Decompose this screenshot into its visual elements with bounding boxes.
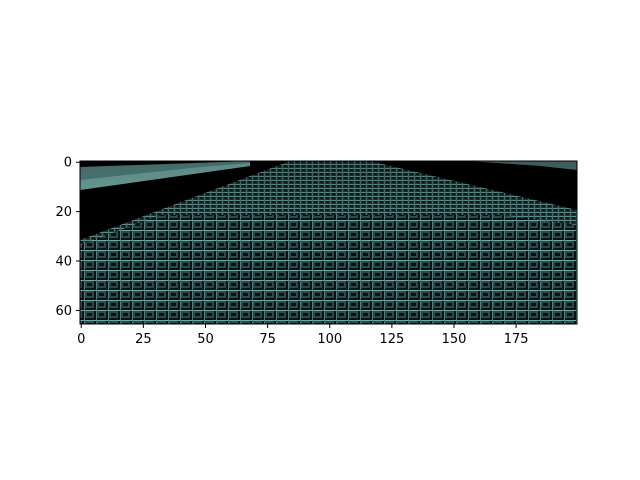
y-tick-label: 60 [55, 304, 72, 319]
y-tick-label: 0 [64, 156, 72, 171]
y-tick-label: 20 [55, 205, 72, 220]
x-tick-label: 100 [317, 332, 342, 347]
x-axis: 0 25 50 75 100 125 150 175 [77, 324, 529, 347]
x-tick-label: 50 [197, 332, 214, 347]
x-tick-label: 125 [379, 332, 404, 347]
x-tick-label: 150 [442, 332, 467, 347]
x-tick-label: 175 [504, 332, 529, 347]
x-tick-label: 75 [259, 332, 276, 347]
y-tick-label: 40 [55, 255, 72, 270]
y-axis: 0 20 40 60 [55, 156, 80, 319]
road-image [80, 161, 577, 324]
x-tick-label: 0 [77, 332, 85, 347]
axes-frame [79, 160, 578, 325]
x-tick-label: 25 [135, 332, 152, 347]
